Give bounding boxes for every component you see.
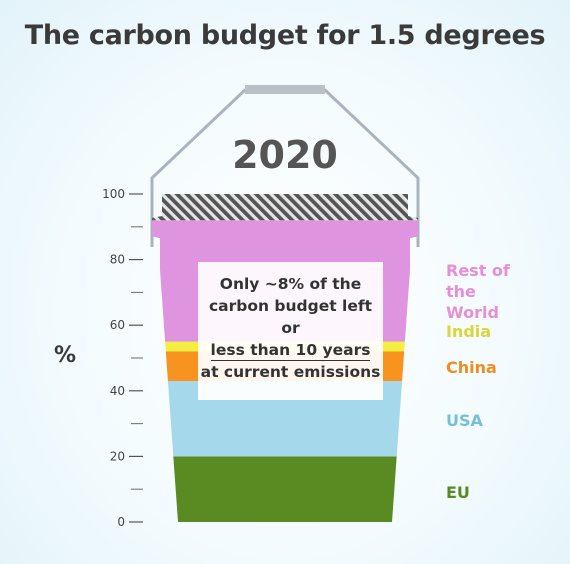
segment-eu [173,456,397,522]
y-tick-label-0: 0 [117,515,125,529]
y-tick-label-20: 20 [110,449,125,463]
legend-rest-of-world: Rest of the World [446,261,510,322]
note-line-3: or [281,319,300,337]
note-line-4: less than 10 years [210,341,371,361]
y-tick-label-40: 40 [110,384,125,398]
y-tick-label-80: 80 [110,253,125,267]
note-line-1: Only ~8% of the [219,275,362,293]
y-axis-percent-label: % [54,343,77,368]
y-tick-label-100: 100 [102,187,125,201]
legend-usa: USA [446,411,483,430]
legend-eu: EU [446,483,470,502]
legend-india: India [446,322,492,341]
y-tick-label-60: 60 [110,318,125,332]
segment-remaining-budget [152,194,418,221]
handle-cap [245,85,325,94]
chart-title: The carbon budget for 1.5 degrees [24,20,546,51]
y-axis: 0 20 40 60 80 100 [102,187,143,529]
note-line-2: carbon budget left [208,297,373,315]
note-line-5: at current emissions [200,363,381,381]
budget-note: Only ~8% of the carbon budget left or le… [198,262,383,400]
year-label: 2020 [232,133,338,177]
legend-china: China [446,358,497,377]
